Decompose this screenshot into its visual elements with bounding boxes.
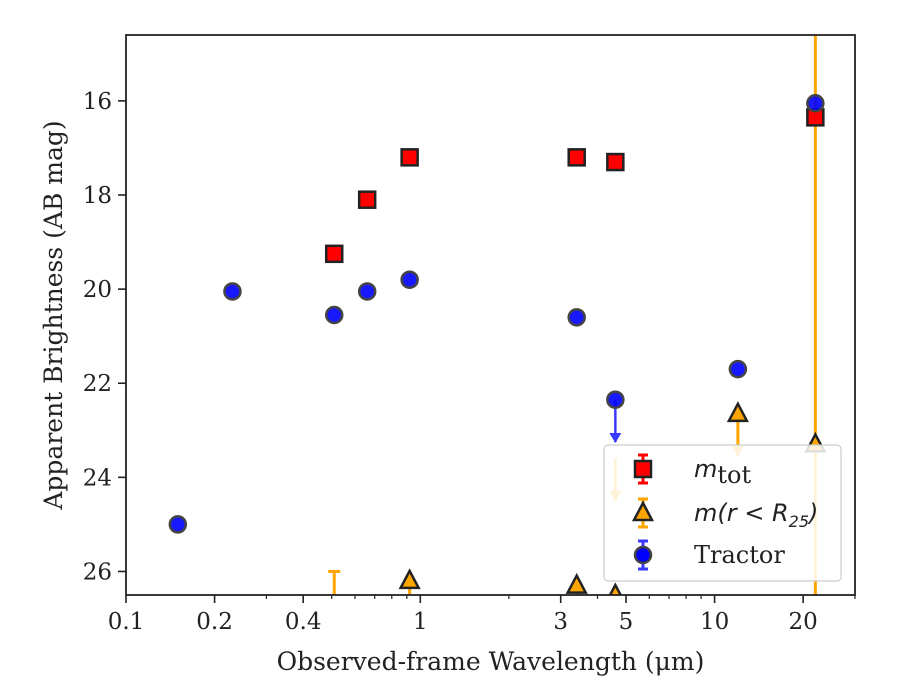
legend-tractor-marker bbox=[633, 545, 653, 565]
x-tick-label: 0.4 bbox=[285, 609, 322, 635]
legend-label-base: Tractor bbox=[694, 541, 785, 569]
tractor-point bbox=[567, 308, 586, 327]
tractor-point bbox=[806, 93, 825, 113]
x-tick-label: 3 bbox=[553, 609, 568, 635]
legend-label-tail: ) bbox=[807, 499, 818, 527]
tractor-point bbox=[357, 282, 377, 301]
tractor-point bbox=[168, 515, 188, 534]
x-axis-label: Observed-frame Wavelength (μm) bbox=[277, 647, 705, 676]
tractor-point bbox=[606, 390, 625, 409]
y-tick-label: 18 bbox=[83, 183, 112, 209]
x-tick-label: 20 bbox=[789, 609, 818, 635]
x-tick-label: 10 bbox=[700, 609, 729, 635]
tractor-point bbox=[324, 305, 344, 325]
legend-label-base: m bbox=[694, 455, 717, 483]
axes: 0.1 0.2 0.4 1 3 5 10 20 16 18 20 22 24 26 bbox=[83, 34, 856, 635]
tractor-point bbox=[400, 270, 419, 289]
mtot-point bbox=[357, 190, 377, 209]
x-tick-label: 0.2 bbox=[196, 609, 233, 635]
y-axis-label: Apparent Brightness (AB mag) bbox=[39, 120, 68, 510]
y-tick-label: 20 bbox=[83, 277, 112, 303]
y-tick-label: 22 bbox=[83, 371, 112, 397]
r25-point bbox=[398, 568, 421, 590]
legend-label: m(r < R25) bbox=[694, 499, 818, 531]
x-tick-label: 0.1 bbox=[108, 609, 145, 635]
legend-r25-marker bbox=[631, 500, 655, 522]
y-tick-label: 16 bbox=[83, 89, 112, 115]
legend-box bbox=[603, 444, 842, 582]
mtot-point bbox=[606, 152, 625, 172]
r25-point bbox=[608, 582, 623, 595]
legend: mtot m(r < R25) Tractor bbox=[603, 444, 842, 582]
legend-label-subscript: 25 bbox=[789, 512, 809, 531]
y-tick-label: 26 bbox=[83, 559, 112, 585]
tractor-point bbox=[728, 359, 748, 379]
tractor-upper-limit-arrowhead bbox=[609, 433, 622, 444]
legend-mtot-marker bbox=[633, 459, 653, 479]
r25-point bbox=[726, 401, 749, 423]
mtot-point bbox=[324, 244, 344, 264]
legend-label: Tractor bbox=[694, 541, 785, 569]
mtot-point bbox=[567, 148, 586, 167]
tractor-point bbox=[223, 282, 242, 301]
legend-label: mtot bbox=[694, 455, 751, 489]
x-tick-label: 5 bbox=[619, 609, 634, 635]
axes-frame bbox=[125, 34, 856, 596]
x-tick-label: 1 bbox=[413, 609, 428, 635]
r25-point bbox=[565, 572, 588, 594]
legend-label-base: m(r < R bbox=[694, 499, 789, 527]
y-tick-label: 24 bbox=[83, 465, 112, 491]
legend-label-subscript: tot bbox=[717, 461, 751, 489]
mtot-point bbox=[400, 148, 419, 167]
